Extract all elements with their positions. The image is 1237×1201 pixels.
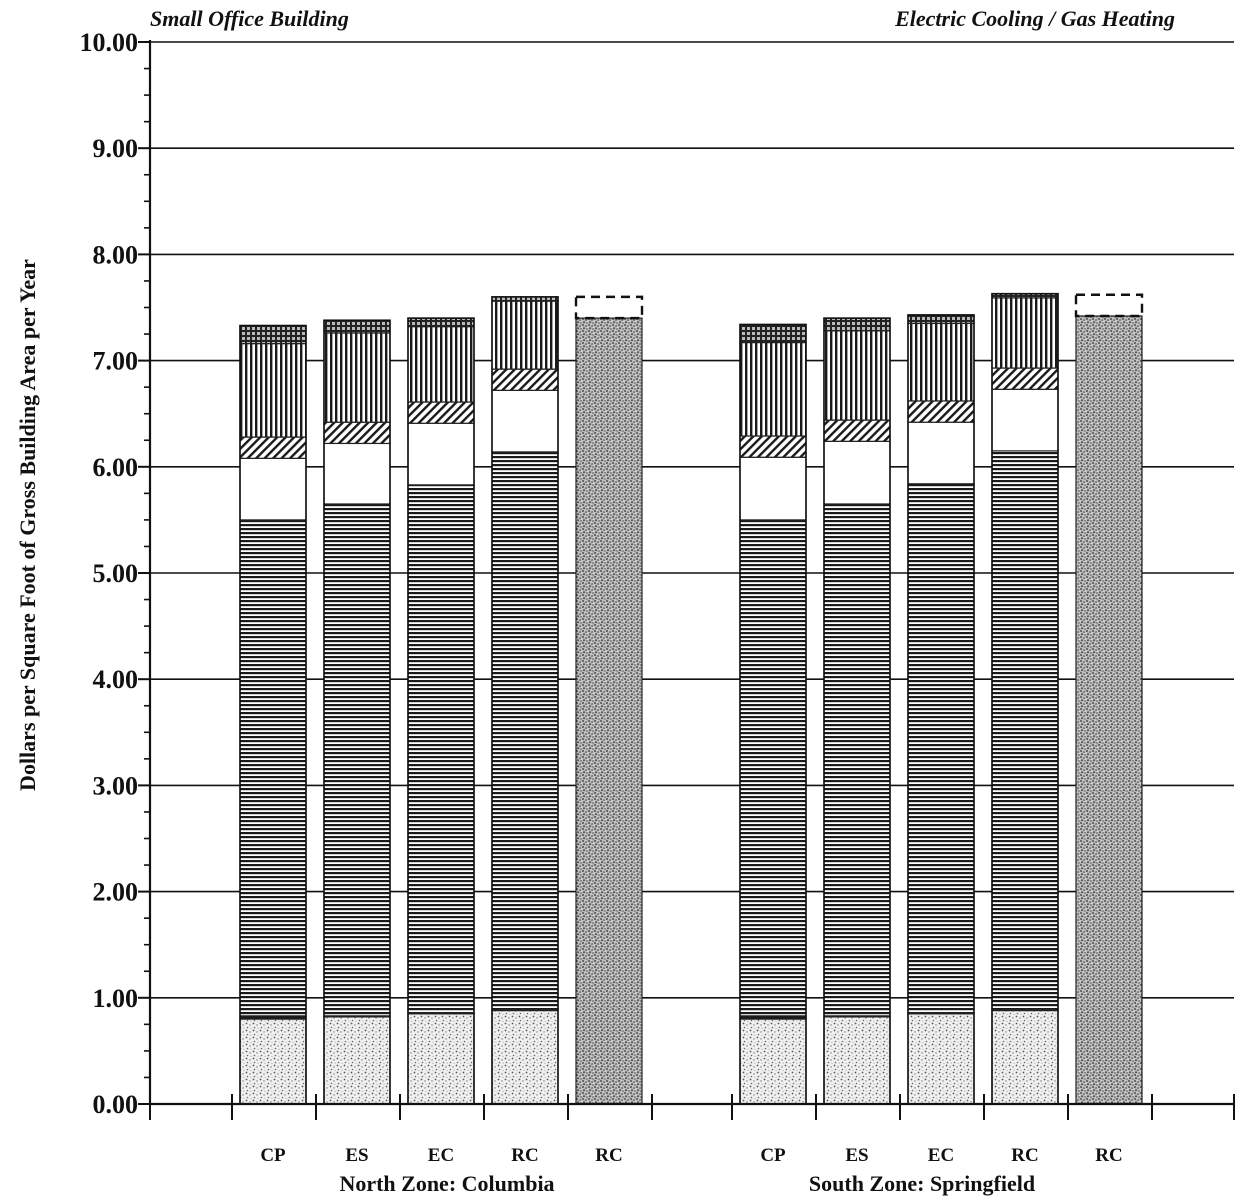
bar-segment-stipple	[407, 1013, 475, 1105]
zone-label: North Zone: Columbia	[339, 1171, 554, 1196]
bar-segment-stipple	[323, 1016, 391, 1105]
bar-segment-stipple	[823, 1016, 891, 1105]
bar-segment-crosshatch	[407, 317, 475, 328]
bar-segment-horizontal-lines	[907, 483, 975, 1014]
x-category-label: RC	[595, 1145, 622, 1166]
bar-segment-diagonal-hatch	[323, 421, 391, 445]
bar-segment-diagonal-hatch	[739, 435, 807, 458]
bar-segment-vertical-lines	[823, 330, 891, 421]
y-tick-label: 9.00	[93, 134, 139, 163]
bar-segment-stipple	[491, 1009, 559, 1105]
x-category-label: CP	[760, 1145, 786, 1166]
y-tick-label: 4.00	[93, 665, 139, 694]
x-category-label: ES	[345, 1145, 368, 1166]
y-tick-label: 3.00	[93, 771, 139, 800]
bar-segment-blank	[491, 389, 559, 453]
bar-segment-stipple	[991, 1009, 1059, 1105]
bar-segment-diagonal-hatch	[239, 436, 307, 459]
bar-segment-dashed	[1074, 293, 1144, 318]
y-tick-label: 7.00	[93, 347, 139, 376]
bars-layer	[239, 292, 1144, 1105]
bar-segment-blank	[323, 442, 391, 505]
y-tick-label: 1.00	[93, 984, 139, 1013]
bar-segment-diagonal-hatch	[823, 419, 891, 442]
x-category-label: RC	[1095, 1145, 1122, 1166]
bar-segment-stipple	[239, 1018, 307, 1105]
bar-segment-horizontal-lines	[491, 451, 559, 1011]
axes-layer	[138, 40, 1235, 1120]
y-tick-label: 8.00	[93, 240, 139, 269]
bar-segment-blank	[907, 421, 975, 485]
bar-segment-stipple	[907, 1013, 975, 1105]
chart-title-right: Electric Cooling / Gas Heating	[894, 6, 1175, 31]
bar-segment-horizontal-lines	[823, 503, 891, 1017]
bar-segment-blank	[239, 457, 307, 521]
y-tick-label: 2.00	[93, 878, 139, 907]
bar-segment-blank	[739, 456, 807, 521]
bar-segment-dense-stipple	[1075, 315, 1143, 1105]
y-tick-label: 10.00	[80, 28, 139, 57]
x-category-label: CP	[260, 1145, 286, 1166]
bar-segment-vertical-lines	[323, 332, 391, 423]
bar-segment-vertical-lines	[739, 341, 807, 437]
x-category-label: RC	[511, 1145, 538, 1166]
bar-segment-horizontal-lines	[739, 519, 807, 1017]
bar-segment-blank	[407, 422, 475, 486]
labels-layer: 0.00 1.00 2.00 3.00 4.00 5.00 6.00 7.00 8.00 9.00…	[80, 28, 1123, 1196]
bar-segment-crosshatch	[739, 323, 807, 344]
y-tick-label: 0.00	[93, 1090, 139, 1119]
bar-segment-horizontal-lines	[991, 450, 1059, 1011]
bar-segment-diagonal-hatch	[907, 400, 975, 423]
bar-segment-crosshatch	[239, 324, 307, 345]
bar-segment-horizontal-lines	[239, 519, 307, 1017]
x-category-label: EC	[428, 1145, 454, 1166]
x-category-label: RC	[1011, 1145, 1038, 1166]
y-tick-label: 5.00	[93, 559, 139, 588]
bar-segment-dashed	[574, 295, 644, 320]
bar-segment-horizontal-lines	[323, 503, 391, 1017]
bar-segment-diagonal-hatch	[491, 368, 559, 391]
bar-segment-diagonal-hatch	[991, 367, 1059, 390]
grid-layer	[150, 41, 1234, 999]
bar-segment-blank	[823, 440, 891, 505]
bar-segment-blank	[991, 388, 1059, 452]
bar-segment-crosshatch	[823, 317, 891, 332]
bar-segment-diagonal-hatch	[407, 401, 475, 424]
bar-segment-dense-stipple	[575, 317, 643, 1105]
y-axis-label: Dollars per Square Foot of Gross Buildin…	[15, 259, 40, 791]
bar-segment-vertical-lines	[491, 300, 559, 370]
bar-segment-stipple	[739, 1018, 807, 1105]
chart-title-left: Small Office Building	[150, 6, 349, 31]
bar-segment-vertical-lines	[239, 343, 307, 438]
x-category-label: ES	[845, 1145, 868, 1166]
bar-segment-crosshatch	[323, 319, 391, 334]
bar-segment-vertical-lines	[407, 326, 475, 403]
y-tick-label: 6.00	[93, 453, 139, 482]
bar-segment-vertical-lines	[991, 297, 1059, 369]
bar-segment-horizontal-lines	[407, 484, 475, 1014]
bar-segment-crosshatch	[907, 314, 975, 325]
zone-label: South Zone: Springfield	[809, 1171, 1035, 1196]
x-category-label: EC	[928, 1145, 954, 1166]
bar-segment-vertical-lines	[907, 322, 975, 402]
